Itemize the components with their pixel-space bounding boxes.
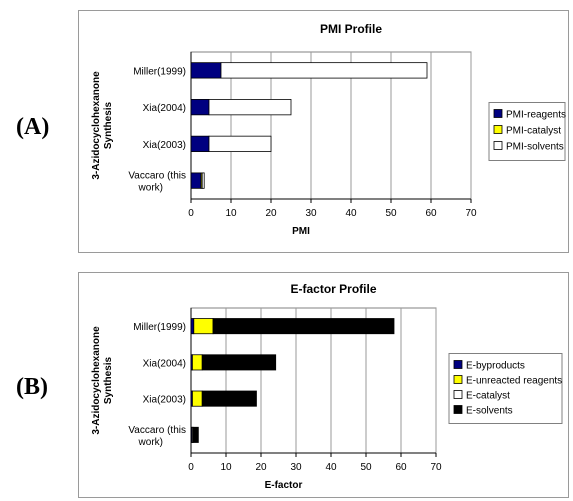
category-label: Miller(1999) [133,66,186,77]
legend-swatch-e-byproducts [453,360,463,369]
bar-e-unreacted-reagents [192,354,203,371]
x-tick-label: 0 [188,208,194,219]
legend-swatch-e-unreacted-reagents [453,375,463,384]
bar-pmi-reagents [190,99,210,116]
x-tick-label: 60 [395,462,407,473]
legend-swatch-e-catalyst [453,390,463,399]
legend-label: PMI-reagents [506,110,566,121]
category-label: Vaccaro (this work) [128,171,186,194]
pmi-profile-chart: PMI Profile 0 10 20 30 40 50 60 70 PMI 3-Azidocycl… [91,22,566,237]
x-tick-label: 40 [345,208,357,219]
legend-label: PMI-catalyst [506,126,561,137]
pmi-chart-frame: PMI Profile 0 10 20 30 40 50 60 70 PMI 3-Azidocycl… [78,10,569,253]
bar-e-unreacted-reagents [193,318,214,335]
bar-e-solvents [212,318,395,335]
legend-swatch-pmi-reagents [493,109,503,118]
bar-e-solvents [192,426,199,443]
x-tick-label: 10 [225,208,237,219]
panel-label-b: (B) [16,374,48,400]
efactor-profile-chart: E-factor Profile 0 10 20 30 40 50 60 70 E-factor 3… [91,282,563,491]
x-tick-label: 0 [188,462,194,473]
x-tick-label: 70 [430,462,442,473]
y-axis-label: 3-AzidocyclohexanoneSynthesis [91,326,114,435]
panel-label-a: (A) [16,114,50,140]
chart-title: E-factor Profile [290,282,376,296]
legend-box [448,353,563,424]
x-tick-label: 60 [425,208,437,219]
x-tick-label: 50 [360,462,372,473]
x-tick-label: 20 [255,462,267,473]
chart-title: PMI Profile [320,22,382,36]
x-tick-label: 40 [325,462,337,473]
legend-swatch-pmi-catalyst [493,125,503,134]
efactor-chart-frame: E-factor Profile 0 10 20 30 40 50 60 70 E-factor 3… [78,272,569,498]
x-tick-label: 70 [465,208,477,219]
x-tick-label: 20 [265,208,277,219]
legend-label: E-unreacted reagents [466,376,562,387]
x-tick-label: 50 [385,208,397,219]
category-label: Miller(1999) [133,322,186,333]
bar-pmi-solvents [220,62,428,79]
bar-pmi-solvents [208,135,272,152]
category-label: Vaccaro (this work) [128,425,186,448]
x-tick-label: 10 [220,462,232,473]
y-axis-label: 3-AzidocyclohexanoneSynthesis [91,71,114,180]
x-tick-label: 30 [305,208,317,219]
bar-e-byproducts [190,318,195,335]
legend-label: E-byproducts [466,361,525,372]
x-axis-label: E-factor [265,480,303,491]
x-axis-label: PMI [292,226,310,237]
category-label: Xia(2003) [143,395,186,406]
category-label: Xia(2004) [143,103,186,114]
legend-label: PMI-solvents [506,142,564,153]
bar-e-solvents [201,390,257,407]
bar-pmi-reagents [190,172,202,189]
legend-label: E-solvents [466,406,513,417]
bar-pmi-reagents [190,135,210,152]
category-label: Xia(2004) [143,358,186,369]
category-label: Xia(2003) [143,140,186,151]
bar-e-solvents [201,354,277,371]
x-tick-label: 30 [290,462,302,473]
bar-pmi-solvents [201,172,205,189]
bar-pmi-reagents [190,62,222,79]
legend-swatch-pmi-solvents [493,141,503,150]
legend-label: E-catalyst [466,391,510,402]
bar-e-unreacted-reagents [192,390,203,407]
legend-swatch-e-solvents [453,405,463,414]
bar-pmi-solvents [208,99,292,116]
